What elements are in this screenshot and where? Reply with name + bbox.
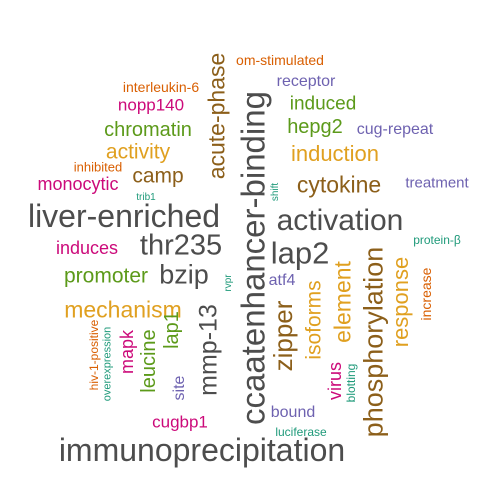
word-interleukin-6: interleukin-6 [122, 79, 200, 95]
word-phosphorylation: phosphorylation [358, 246, 389, 438]
word-cytokine: cytokine [296, 171, 382, 198]
word-leucine: leucine [138, 329, 160, 393]
word-mmp-13: mmp-13 [194, 304, 223, 396]
word-bound: bound [270, 404, 316, 421]
word-trib1: trib1 [136, 192, 156, 203]
word-receptor: receptor [276, 73, 336, 90]
word-cug-repeat: cug-repeat [356, 121, 434, 138]
word-hiv-1-positive: hiv-1-positive [87, 319, 101, 391]
word-monocytic: monocytic [37, 174, 119, 194]
word-activity: activity [105, 140, 171, 164]
word-induces: induces [55, 238, 119, 258]
word-overexpression: overexpression [101, 326, 114, 402]
word-camp: camp [132, 164, 184, 188]
word-induced: induced [289, 93, 357, 115]
word-acute-phase: acute-phase [203, 52, 230, 180]
word-chromatin: chromatin [104, 119, 192, 141]
word-cugbp1: cugbp1 [152, 412, 208, 432]
word-nopp140: nopp140 [117, 95, 185, 115]
word-lap2: lap2 [270, 235, 330, 271]
word-increase: increase [418, 267, 434, 321]
word-site: site [171, 375, 188, 401]
word-promoter: promoter [63, 264, 149, 288]
word-mapk: mapk [117, 329, 137, 375]
word-om-stimulated: om-stimulated [236, 52, 324, 68]
word-zipper: zipper [268, 300, 298, 372]
word-response: response [388, 256, 413, 348]
word-rvpr: rvpr [223, 274, 234, 292]
word-treatment: treatment [405, 174, 469, 192]
word-hepg2: hepg2 [287, 116, 343, 138]
word-element: element [329, 261, 356, 343]
word-atf4: atf4 [268, 272, 296, 289]
word-lap1: lap1 [161, 311, 183, 349]
word-liver-enriched: liver-enriched [27, 198, 221, 234]
word-shift: shift [270, 182, 281, 202]
word-protein-beta: protein-β [413, 233, 461, 247]
word-thr235: thr235 [139, 229, 223, 262]
word-bzip: bzip [159, 259, 209, 290]
word-ccaatenhancer-binding: ccaatenhancer-binding [234, 91, 272, 425]
word-luciferase: luciferase [275, 425, 327, 439]
word-inhibited: inhibited [73, 159, 123, 175]
word-virus: virus [325, 361, 345, 401]
word-mechanism: mechanism [64, 296, 182, 323]
word-isoforms: isoforms [302, 280, 326, 360]
word-immunoprecipitation: immunoprecipitation [58, 432, 346, 468]
word-blotting: blotting [344, 363, 358, 403]
word-induction: induction [290, 141, 380, 166]
word-activation: activation [276, 204, 404, 237]
